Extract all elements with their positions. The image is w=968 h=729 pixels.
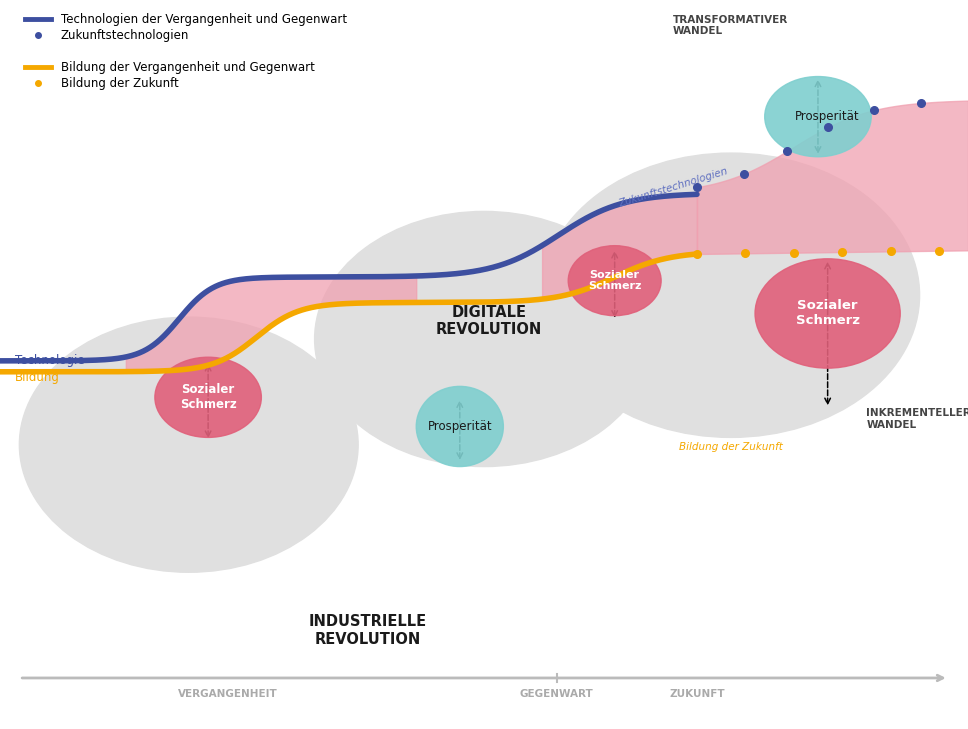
Text: VERGANGENHEIT: VERGANGENHEIT: [177, 689, 278, 699]
Ellipse shape: [416, 386, 503, 467]
Text: TRANSFORMATIVER
WANDEL: TRANSFORMATIVER WANDEL: [673, 15, 788, 36]
Text: GEGENWART: GEGENWART: [520, 689, 593, 699]
Circle shape: [155, 357, 261, 437]
Text: Technologie: Technologie: [15, 354, 84, 367]
Circle shape: [19, 317, 358, 572]
Text: Sozialer
Schmerz: Sozialer Schmerz: [180, 383, 236, 411]
Text: Bildung der Zukunft: Bildung der Zukunft: [679, 442, 783, 452]
Legend: Technologien der Vergangenheit und Gegenwart, Zukunftstechnologien, , Bildung de: Technologien der Vergangenheit und Gegen…: [25, 13, 347, 90]
Circle shape: [568, 246, 661, 316]
Text: Prosperität: Prosperität: [428, 420, 492, 433]
Text: Bildung: Bildung: [15, 371, 59, 384]
Text: DIGITALE
REVOLUTION: DIGITALE REVOLUTION: [436, 305, 542, 337]
Text: Zukunftstechnologien: Zukunftstechnologien: [617, 167, 729, 209]
Text: Prosperität: Prosperität: [796, 110, 860, 123]
Text: Sozialer
Schmerz: Sozialer Schmerz: [796, 300, 860, 327]
Circle shape: [315, 211, 653, 467]
Text: INDUSTRIELLE
REVOLUTION: INDUSTRIELLE REVOLUTION: [309, 615, 427, 647]
Circle shape: [755, 259, 900, 368]
Ellipse shape: [765, 77, 871, 157]
Circle shape: [542, 153, 920, 437]
Text: INKREMENTELLER
WANDEL: INKREMENTELLER WANDEL: [866, 408, 968, 430]
Text: ZUKUNFT: ZUKUNFT: [669, 689, 725, 699]
Text: Sozialer
Schmerz: Sozialer Schmerz: [588, 270, 642, 292]
